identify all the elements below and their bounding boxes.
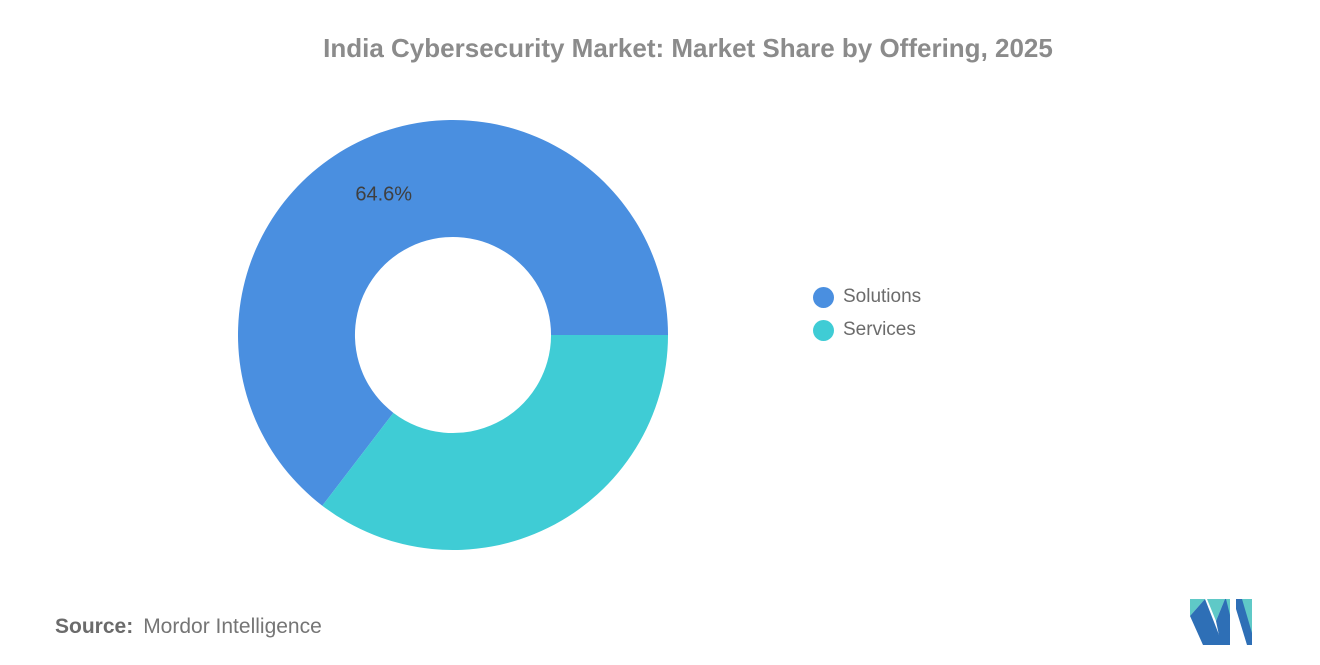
logo-svg xyxy=(1190,599,1252,645)
services-legend-marker-icon xyxy=(813,319,834,341)
source-line: Source: Mordor Intelligence xyxy=(55,615,322,639)
pie-slice-services[interactable] xyxy=(322,335,668,550)
donut-svg xyxy=(238,120,668,550)
legend-item-services[interactable]: Services xyxy=(813,319,921,341)
source-label: Source: xyxy=(55,615,134,638)
donut-chart: 64.6% xyxy=(238,120,668,550)
legend-item-solutions[interactable]: Solutions xyxy=(813,286,921,308)
legend: Solutions Services xyxy=(813,286,921,341)
source-value: Mordor Intelligence xyxy=(143,615,322,638)
legend-label: Services xyxy=(843,319,916,340)
legend-label: Solutions xyxy=(843,286,922,307)
slice-data-label: 64.6% xyxy=(355,183,413,206)
mordor-intelligence-logo-icon xyxy=(1190,599,1252,645)
chart-title: India Cybersecurity Market: Market Share… xyxy=(323,33,1053,63)
solutions-legend-marker-icon xyxy=(813,286,834,308)
pie-slice-solutions[interactable] xyxy=(238,120,668,506)
